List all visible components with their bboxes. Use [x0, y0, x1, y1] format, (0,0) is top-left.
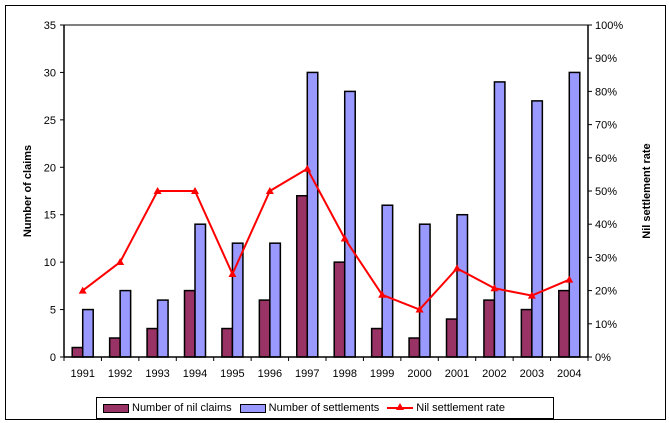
bar-nil-claims	[333, 261, 346, 358]
y2-axis-title: Nil settlement rate	[641, 143, 653, 238]
bar-settlements	[81, 308, 94, 358]
triangle-marker-icon	[78, 286, 87, 294]
legend-line-triangle-icon	[387, 403, 414, 413]
legend-item-nil-claims: Number of nil claims	[103, 402, 232, 414]
y2-tick-label: 10%	[595, 319, 617, 331]
legend-item-nil-rate: Nil settlement rate	[387, 402, 505, 414]
y-tick-label: 20	[44, 162, 56, 174]
y2-tick-label: 40%	[595, 219, 617, 231]
bar-settlements	[568, 71, 581, 358]
y-tick-label: 15	[44, 210, 56, 222]
x-tick-label: 1992	[108, 368, 132, 380]
line-nil-rate	[82, 167, 570, 311]
triangle-marker-icon	[153, 187, 162, 194]
triangle-marker-icon	[191, 187, 199, 194]
bar-nil-claims	[258, 299, 271, 358]
bar-nil-claims	[558, 289, 571, 358]
x-tick-label: 1997	[295, 368, 319, 380]
bar-nil-claims	[183, 289, 196, 358]
bar-nil-claims	[520, 308, 533, 358]
legend-swatch-nil-claims	[103, 403, 129, 413]
y-tick-label: 30	[44, 67, 56, 79]
triangle-marker-icon	[116, 258, 125, 266]
y2-tick-label: 0%	[595, 352, 611, 364]
x-tick-label: 1999	[370, 368, 394, 380]
y-tick-label: 10	[44, 257, 56, 269]
x-tick-label: 1994	[183, 368, 207, 380]
bar-settlements	[119, 289, 132, 358]
legend-label: Nil settlement rate	[416, 402, 505, 414]
bar-settlements	[493, 81, 506, 358]
triangle-marker-icon	[565, 275, 574, 283]
y2-tick-label: 30%	[595, 252, 617, 264]
legend-label: Number of nil claims	[132, 402, 232, 414]
bar-settlements	[194, 223, 207, 358]
triangle-marker-icon	[228, 270, 237, 277]
y2-tick-label: 50%	[595, 186, 617, 198]
y-tick-label: 25	[44, 115, 56, 127]
y2-tick-label: 70%	[595, 120, 617, 132]
x-tick-label: 2001	[445, 368, 469, 380]
x-tick-label: 1993	[145, 368, 169, 380]
x-tick-label: 1998	[332, 368, 356, 380]
y-tick-label: 35	[44, 20, 56, 32]
triangle-marker-icon	[265, 187, 274, 194]
y2-tick-label: 90%	[595, 53, 617, 65]
bar-nil-claims	[296, 194, 309, 358]
bar-settlements	[531, 100, 544, 358]
bar-settlements	[306, 71, 319, 358]
triangle-marker-icon	[303, 164, 312, 172]
x-tick-label: 2004	[557, 368, 581, 380]
bar-settlements	[343, 90, 356, 358]
legend-label: Number of settlements	[268, 402, 380, 414]
bar-nil-claims	[146, 327, 159, 358]
bar-nil-claims	[483, 299, 496, 358]
bar-nil-claims	[445, 318, 458, 358]
y2-tick-label: 100%	[595, 20, 623, 32]
bar-nil-claims	[408, 337, 421, 358]
y-tick-label: 5	[50, 305, 56, 317]
x-tick-label: 1996	[258, 368, 282, 380]
y-tick-label: 0	[50, 352, 56, 364]
chart-legend: Number of nil claims Number of settlemen…	[96, 397, 554, 419]
bar-nil-claims	[108, 337, 121, 358]
x-tick-label: 2002	[482, 368, 506, 380]
y2-tick-label: 20%	[595, 286, 617, 298]
triangle-marker-icon	[453, 264, 461, 272]
bar-settlements	[418, 223, 431, 358]
y2-tick-label: 60%	[595, 153, 617, 165]
legend-swatch-settlements	[239, 403, 266, 413]
triangle-marker-icon	[415, 305, 424, 313]
triangle-marker-icon	[490, 284, 499, 292]
y-axis-title: Number of claims	[22, 145, 34, 237]
y2-tick-label: 80%	[595, 86, 617, 98]
bar-nil-claims	[370, 327, 383, 358]
x-tick-label: 2003	[520, 368, 544, 380]
legend-item-settlements: Number of settlements	[239, 402, 380, 414]
x-tick-label: 2000	[407, 368, 431, 380]
bar-settlements	[381, 204, 394, 358]
bar-nil-claims	[221, 327, 234, 358]
bar-settlements	[269, 242, 282, 358]
triangle-marker-icon	[378, 290, 387, 298]
triangle-marker-icon	[340, 234, 349, 242]
bar-nil-claims	[71, 346, 84, 358]
bar-settlements	[156, 299, 169, 358]
x-tick-label: 1991	[70, 368, 94, 380]
bar-settlements	[456, 213, 469, 358]
triangle-marker-icon	[527, 291, 536, 299]
x-tick-label: 1995	[220, 368, 244, 380]
